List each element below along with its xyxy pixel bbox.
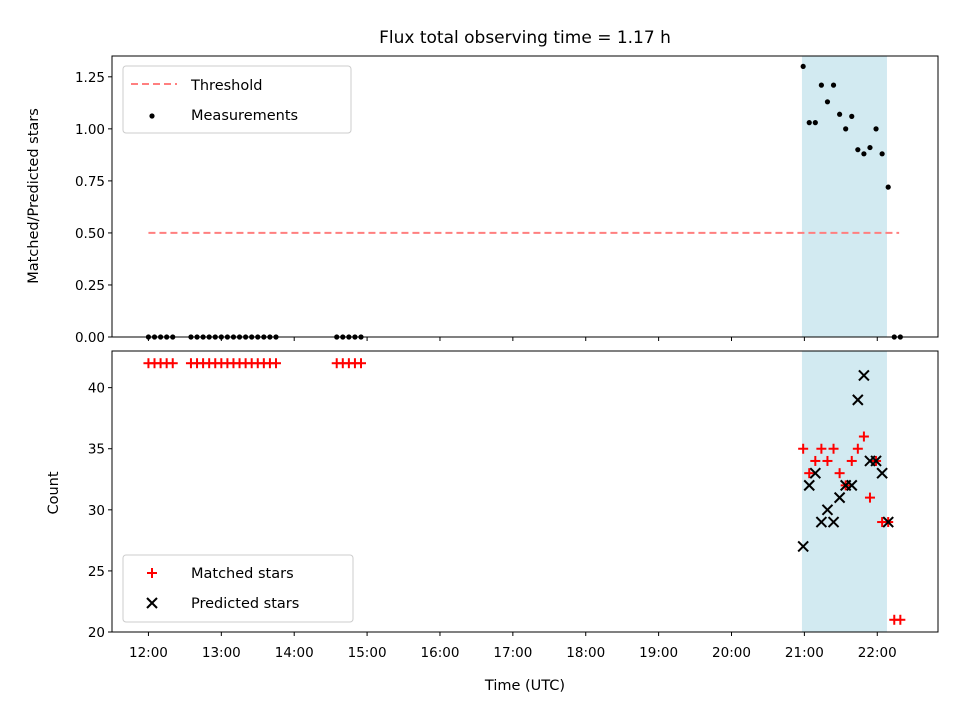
top-x-ticks xyxy=(147,337,878,341)
bottom-y-tick-label: 20 xyxy=(88,625,105,641)
predicted-star-point xyxy=(803,479,815,492)
predicted-star-point xyxy=(846,479,858,492)
x-tick-label: 12:00 xyxy=(129,645,168,661)
measurement-point xyxy=(824,99,831,105)
matched-star-point xyxy=(846,455,857,466)
bottom-y-tick-label: 30 xyxy=(88,503,105,519)
predicted-star-point xyxy=(876,467,888,479)
legend-measurements-swatch xyxy=(149,113,155,119)
top-y-tick-label: 1.00 xyxy=(75,122,105,138)
legend-predicted-label: Predicted stars xyxy=(191,596,299,612)
predicted-star-point xyxy=(833,491,846,504)
legend-threshold-label: Threshold xyxy=(190,78,262,94)
bottom-marks xyxy=(143,358,906,625)
top-y-ticks: 0.00 0.25 0.50 0.75 1.00 1.25 xyxy=(75,70,112,346)
bottom-legend-box xyxy=(122,554,354,623)
matched-star-point xyxy=(804,468,815,479)
measurement-point xyxy=(800,63,806,70)
top-y-tick-label: 0.25 xyxy=(75,278,105,294)
measurement-point xyxy=(843,126,849,132)
bottom-y-tick-label: 40 xyxy=(88,381,105,397)
measurement-point xyxy=(879,151,885,157)
top-y-tick-label: 1.25 xyxy=(75,70,105,86)
top-y-axis-label: Matched/Predicted stars xyxy=(26,108,42,284)
predicted-star-point xyxy=(827,516,840,528)
matched-star-point xyxy=(167,358,178,369)
matched-star-point xyxy=(895,614,906,625)
measurement-point xyxy=(806,120,812,126)
matched-star-point xyxy=(864,492,875,503)
bottom-panel: 20 25 30 35 40 12:00 13:00 14:00 15:00 16:00 17:0… xyxy=(46,350,939,694)
top-y-tick-label: 0.00 xyxy=(75,330,105,346)
matched-star-point xyxy=(852,443,863,454)
bottom-x-ticks: 12:00 13:00 14:00 15:00 16:00 17:00 18:00 19:00… xyxy=(129,632,897,661)
chart-title: Flux total observing time = 1.17 h xyxy=(379,28,671,48)
x-tick-label: 16:00 xyxy=(421,645,460,661)
measurement-point xyxy=(812,120,818,126)
predicted-star-point xyxy=(882,516,894,528)
matched-star-point xyxy=(834,468,845,479)
top-legend: Threshold Measurements xyxy=(122,65,352,134)
matched-star-point xyxy=(270,358,281,369)
measurement-point xyxy=(867,144,873,151)
top-y-tick-label: 0.75 xyxy=(75,174,105,190)
measurement-point xyxy=(818,82,824,88)
predicted-star-point xyxy=(809,467,822,479)
x-tick-label: 15:00 xyxy=(348,645,387,661)
x-tick-label: 21:00 xyxy=(785,645,824,661)
bottom-y-tick-label: 25 xyxy=(88,564,105,580)
matched-star-point xyxy=(858,431,869,442)
x-tick-label: 13:00 xyxy=(202,645,241,661)
legend-measurements-label: Measurements xyxy=(191,108,298,124)
measurement-point xyxy=(873,126,879,132)
bottom-y-ticks: 20 25 30 35 40 xyxy=(88,381,112,641)
x-tick-label: 19:00 xyxy=(639,645,678,661)
top-y-tick-label: 0.50 xyxy=(75,226,105,242)
matched-star-point xyxy=(798,443,809,454)
measurement-point xyxy=(849,113,855,119)
matched-star-point xyxy=(356,358,367,369)
top-panel: 0.00 0.25 0.50 0.75 1.00 1.25 Matched/Predict… xyxy=(26,55,939,346)
x-tick-label: 22:00 xyxy=(858,645,897,661)
x-tick-label: 17:00 xyxy=(493,645,532,661)
predicted-star-point xyxy=(821,504,834,516)
top-plot-frame xyxy=(111,55,939,338)
measurement-point xyxy=(855,147,861,153)
bottom-shaded-span xyxy=(801,351,887,632)
legend-predicted-swatch xyxy=(146,597,158,609)
bottom-y-axis-label: Count xyxy=(46,471,62,514)
top-shaded-span xyxy=(801,56,887,337)
x-tick-label: 14:00 xyxy=(275,645,314,661)
bottom-legend: Matched stars Predicted stars xyxy=(122,554,354,623)
predicted-star-point xyxy=(815,516,828,528)
bottom-plot-frame xyxy=(111,350,939,633)
matched-star-point xyxy=(816,443,827,454)
x-tick-label: 20:00 xyxy=(712,645,751,661)
matched-star-point xyxy=(822,455,833,466)
matched-star-point xyxy=(810,455,821,466)
measurement-point xyxy=(861,151,867,157)
matched-star-point xyxy=(828,443,839,454)
predicted-star-point xyxy=(858,369,870,382)
measurement-point xyxy=(830,82,837,88)
measurement-point xyxy=(837,111,843,117)
legend-matched-swatch xyxy=(147,568,157,578)
x-axis-label: Time (UTC) xyxy=(484,678,565,694)
predicted-star-point xyxy=(797,540,809,553)
x-tick-label: 18:00 xyxy=(566,645,605,661)
predicted-star-point xyxy=(852,394,864,406)
predicted-star-point xyxy=(870,455,882,467)
bottom-y-tick-label: 35 xyxy=(88,442,105,458)
top-legend-box xyxy=(122,65,352,134)
measurement-point xyxy=(885,184,891,190)
legend-matched-label: Matched stars xyxy=(191,566,294,582)
